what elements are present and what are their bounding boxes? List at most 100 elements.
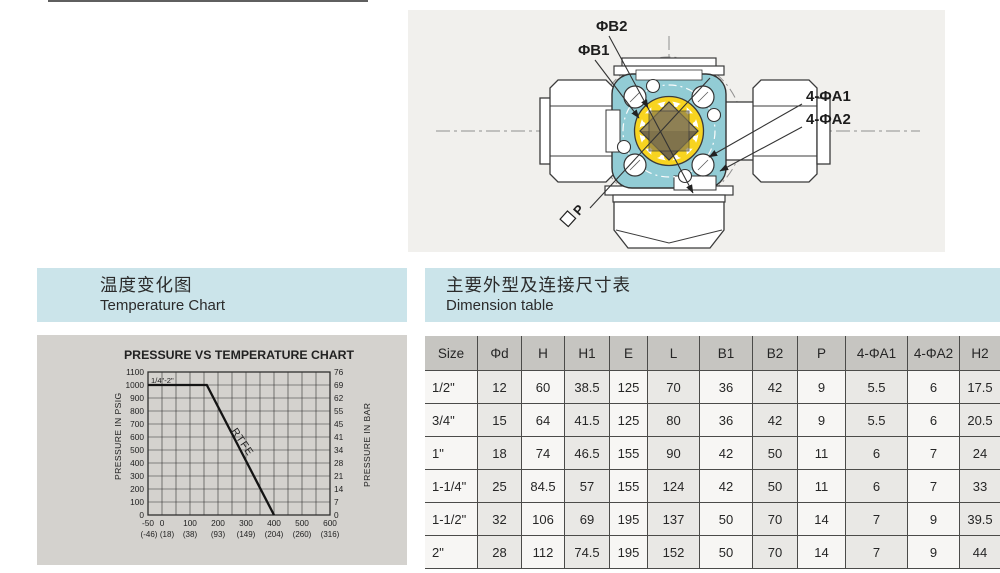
temperature-chart-title-en: Temperature Chart <box>100 296 226 314</box>
table-cell-0-11: 17.5 <box>960 371 1000 404</box>
xtick-f: -50 <box>142 518 154 528</box>
xtick-c: (316) <box>321 530 340 539</box>
ytick-psig: 600 <box>130 432 144 442</box>
table-header-11: H2 <box>960 336 1000 371</box>
flange-top-notch <box>635 69 703 81</box>
ytick-psig: 800 <box>130 406 144 416</box>
right-end-cap <box>816 97 831 165</box>
table-header-1: Φd <box>478 336 522 371</box>
table-cell-1-6: 36 <box>700 404 753 437</box>
ytick-psig: 500 <box>130 445 144 455</box>
table-header-10: 4-ΦA2 <box>908 336 960 371</box>
table-cell-0-1: 12 <box>478 371 522 404</box>
bottom-hex-facet-line <box>615 229 723 244</box>
table-cell-0-7: 42 <box>753 371 798 404</box>
pressure-temperature-chart-panel: PRESSURE VS TEMPERATURE CHART 0 100 200 300 4… <box>37 335 407 565</box>
pressure-temperature-chart: PRESSURE VS TEMPERATURE CHART 0 100 200 300 4… <box>113 348 372 539</box>
table-cell-2-1: 18 <box>478 437 522 470</box>
table-cell-5-5: 152 <box>648 536 700 569</box>
table-header-8: P <box>798 336 846 371</box>
label-4-phi-a2: 4-ΦA2 <box>806 111 851 128</box>
ylabel-bar: PRESSURE IN BAR <box>362 403 372 487</box>
table-cell-5-2: 112 <box>522 536 565 569</box>
table-cell-5-8: 14 <box>798 536 846 569</box>
table-cell-5-0: 2" <box>425 536 478 569</box>
table-cell-2-6: 42 <box>700 437 753 470</box>
label-square-p: P <box>559 201 587 228</box>
xtick-c: (204) <box>265 530 284 539</box>
table-cell-5-3: 74.5 <box>565 536 610 569</box>
xtick-f: 300 <box>239 518 253 528</box>
ytick-psig: 1100 <box>126 367 144 377</box>
table-cell-3-7: 50 <box>753 470 798 503</box>
table-cell-1-10: 6 <box>908 404 960 437</box>
top-rule <box>48 0 368 2</box>
label-phi-b1: ΦB1 <box>578 42 610 59</box>
bottom-step-2 <box>612 194 726 203</box>
temperature-chart-header: 温度变化图 Temperature Chart <box>37 268 407 322</box>
table-cell-5-7: 70 <box>753 536 798 569</box>
table-cell-4-7: 70 <box>753 503 798 536</box>
ytick-bar: 55 <box>334 406 344 416</box>
xtick-f: 0 <box>160 518 165 528</box>
ytick-bar: 69 <box>334 380 344 390</box>
leader-a2 <box>719 126 803 172</box>
table-cell-1-1: 15 <box>478 404 522 437</box>
table-cell-3-8: 11 <box>798 470 846 503</box>
dimension-table-title-en: Dimension table <box>446 296 554 314</box>
table-cell-2-0: 1" <box>425 437 478 470</box>
ytick-psig: 1000 <box>126 380 145 390</box>
xtick-f: 100 <box>183 518 197 528</box>
ytick-bar: 0 <box>334 510 339 520</box>
xtick-c: (18) <box>160 530 175 539</box>
table-cell-4-9: 7 <box>846 503 908 536</box>
table-cell-2-2: 74 <box>522 437 565 470</box>
ytick-bar: 45 <box>334 419 344 429</box>
table-cell-0-9: 5.5 <box>846 371 908 404</box>
table-cell-1-9: 5.5 <box>846 404 908 437</box>
table-cell-4-4: 195 <box>610 503 648 536</box>
plot-border <box>147 371 331 516</box>
table-header-6: B1 <box>700 336 753 371</box>
label-phi-b2: ΦB2 <box>596 18 628 35</box>
temperature-chart-title-cn: 温度变化图 <box>100 275 193 296</box>
table-cell-3-1: 25 <box>478 470 522 503</box>
table-header-7: B2 <box>753 336 798 371</box>
leader-b2 <box>608 35 694 194</box>
xtick-c: (260) <box>293 530 312 539</box>
table-cell-2-9: 6 <box>846 437 908 470</box>
table-cell-0-5: 70 <box>648 371 700 404</box>
table-cell-3-2: 84.5 <box>522 470 565 503</box>
ytick-psig: 100 <box>130 497 144 507</box>
ytick-psig: 700 <box>130 419 144 429</box>
valve-drawing-panel: ΦB2 ΦB1 4-ΦA1 4-ΦA2 P <box>408 10 945 252</box>
table-header-0: Size <box>425 336 478 371</box>
table-cell-3-3: 57 <box>565 470 610 503</box>
table-cell-1-11: 20.5 <box>960 404 1000 437</box>
table-cell-4-11: 39.5 <box>960 503 1000 536</box>
ytick-psig: 900 <box>130 393 144 403</box>
table-cell-1-8: 9 <box>798 404 846 437</box>
table-cell-4-8: 14 <box>798 503 846 536</box>
ytick-bar: 76 <box>334 367 344 377</box>
table-cell-0-8: 9 <box>798 371 846 404</box>
table-cell-2-7: 50 <box>753 437 798 470</box>
table-cell-0-10: 6 <box>908 371 960 404</box>
table-header-4: E <box>610 336 648 371</box>
table-header-5: L <box>648 336 700 371</box>
table-cell-3-11: 33 <box>960 470 1000 503</box>
xtick-c: (38) <box>183 530 198 539</box>
stem-inner-square <box>648 110 690 152</box>
table-cell-4-3: 69 <box>565 503 610 536</box>
dimension-table-title-cn: 主要外型及连接尺寸表 <box>446 275 631 296</box>
bottom-hex-nut <box>613 201 725 249</box>
label-4-phi-a1: 4-ΦA1 <box>806 88 851 105</box>
ytick-bar: 14 <box>334 484 344 494</box>
leader-p <box>589 77 711 209</box>
table-cell-5-6: 50 <box>700 536 753 569</box>
table-cell-4-0: 1-1/2" <box>425 503 478 536</box>
table-header-3: H1 <box>565 336 610 371</box>
table-cell-5-11: 44 <box>960 536 1000 569</box>
table-cell-3-10: 7 <box>908 470 960 503</box>
